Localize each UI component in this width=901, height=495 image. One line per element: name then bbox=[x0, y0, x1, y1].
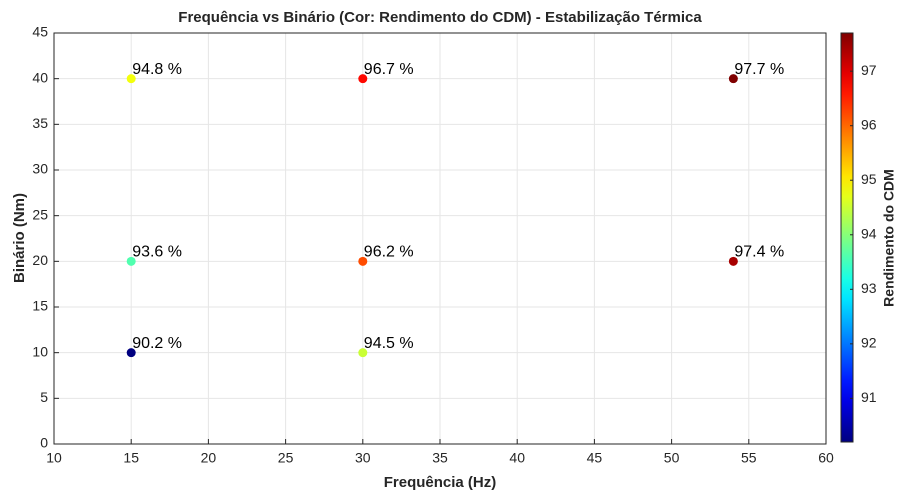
point bbox=[358, 348, 368, 358]
colorbar-tick-label: 93 bbox=[861, 280, 877, 296]
colorbar-tick-label: 94 bbox=[861, 225, 877, 241]
colorbar-tick-label: 97 bbox=[861, 62, 877, 78]
x-tick-label: 35 bbox=[432, 450, 448, 466]
y-tick-label: 5 bbox=[40, 389, 48, 405]
y-tick-label: 35 bbox=[32, 115, 48, 131]
point bbox=[358, 74, 368, 84]
x-tick-label: 30 bbox=[355, 450, 371, 466]
point bbox=[358, 256, 368, 266]
colorbar-tick-label: 95 bbox=[861, 171, 877, 187]
data-label: 93.6 % bbox=[132, 244, 182, 261]
data-label: 97.7 % bbox=[734, 61, 784, 78]
x-tick-label: 60 bbox=[818, 450, 834, 466]
x-axis-label: Frequência (Hz) bbox=[384, 474, 497, 491]
x-tick-label: 15 bbox=[123, 450, 139, 466]
point bbox=[728, 74, 738, 84]
x-tick-label: 40 bbox=[509, 450, 525, 466]
colorbar-tick-label: 92 bbox=[861, 335, 877, 351]
x-tick-label: 20 bbox=[201, 450, 217, 466]
data-label: 96.7 % bbox=[364, 61, 414, 78]
y-axis-label: Binário (Nm) bbox=[11, 193, 28, 283]
data-label: 94.5 % bbox=[364, 335, 414, 352]
colorbar-label: Rendimento do CDM bbox=[881, 169, 897, 307]
chart-title: Frequência vs Binário (Cor: Rendimento d… bbox=[178, 9, 702, 26]
x-tick-label: 55 bbox=[741, 450, 757, 466]
y-tick-label: 30 bbox=[32, 161, 48, 177]
data-label: 96.2 % bbox=[364, 244, 414, 261]
point bbox=[126, 256, 136, 266]
y-tick-label: 40 bbox=[32, 69, 48, 85]
data-label: 90.2 % bbox=[132, 335, 182, 352]
y-tick-label: 20 bbox=[32, 252, 48, 268]
colorbar bbox=[840, 32, 854, 443]
x-tick-label: 50 bbox=[664, 450, 680, 466]
data-label: 94.8 % bbox=[132, 61, 182, 78]
x-tick-label: 10 bbox=[46, 450, 62, 466]
point bbox=[126, 348, 136, 358]
y-tick-label: 25 bbox=[32, 206, 48, 222]
colorbar-tick-label: 96 bbox=[861, 116, 877, 132]
x-tick-label: 25 bbox=[278, 450, 294, 466]
x-tick-label: 45 bbox=[587, 450, 603, 466]
y-tick-label: 10 bbox=[32, 343, 48, 359]
point bbox=[126, 74, 136, 84]
data-label: 97.4 % bbox=[734, 244, 784, 261]
y-tick-label: 15 bbox=[32, 298, 48, 314]
y-tick-label: 45 bbox=[32, 24, 48, 40]
colorbar-tick-label: 91 bbox=[861, 389, 877, 405]
y-tick-label: 0 bbox=[40, 435, 48, 451]
point bbox=[728, 256, 738, 266]
